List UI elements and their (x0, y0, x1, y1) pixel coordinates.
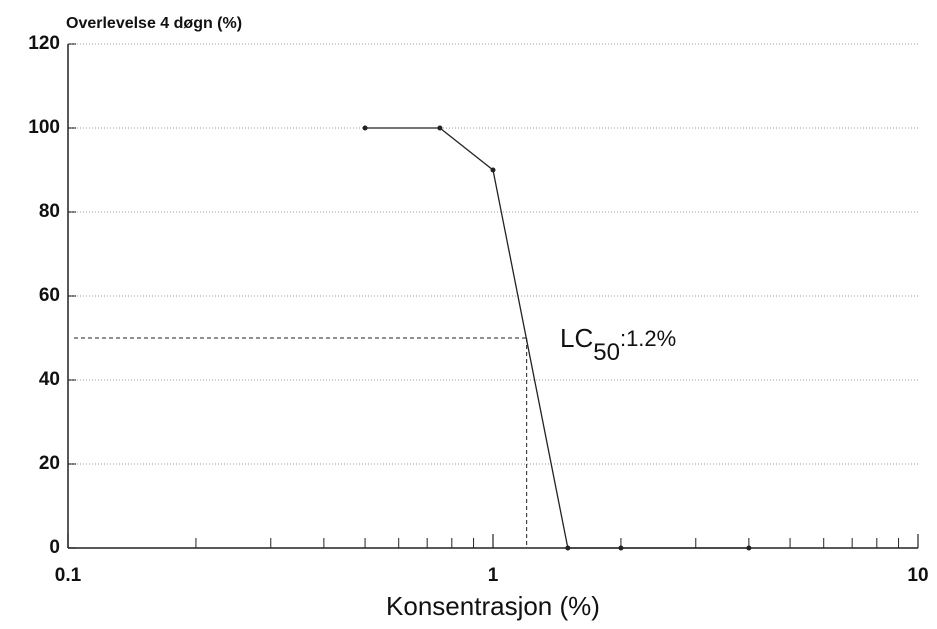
data-point (565, 545, 571, 551)
y-tick-label: 20 (39, 453, 60, 474)
y-tick-label: 60 (39, 285, 60, 306)
data-point (362, 125, 368, 131)
annotation-sub: 50 (593, 339, 620, 366)
x-tick-label: 10 (907, 565, 928, 586)
annotation-main: LC (560, 323, 593, 353)
data-point (746, 545, 752, 551)
y-tick-label: 100 (28, 117, 60, 138)
data-point (618, 545, 624, 551)
y-tick-label: 0 (49, 537, 60, 558)
y-axis-title: Overlevelse 4 døgn (%) (66, 15, 242, 32)
annotation: LC50:1.2% (560, 323, 676, 366)
y-tick-label: 80 (39, 201, 60, 222)
x-tick-label: 0.1 (55, 565, 82, 586)
y-tick-label: 120 (28, 33, 60, 54)
series-line (365, 127, 749, 549)
data-point (490, 167, 496, 173)
x-axis-title: Konsentrasjon (%) (386, 591, 600, 621)
y-tick-label: 40 (39, 369, 60, 390)
annotation-rest: :1.2% (620, 326, 676, 351)
x-tick-label: 1 (488, 565, 499, 586)
data-point (437, 125, 443, 131)
